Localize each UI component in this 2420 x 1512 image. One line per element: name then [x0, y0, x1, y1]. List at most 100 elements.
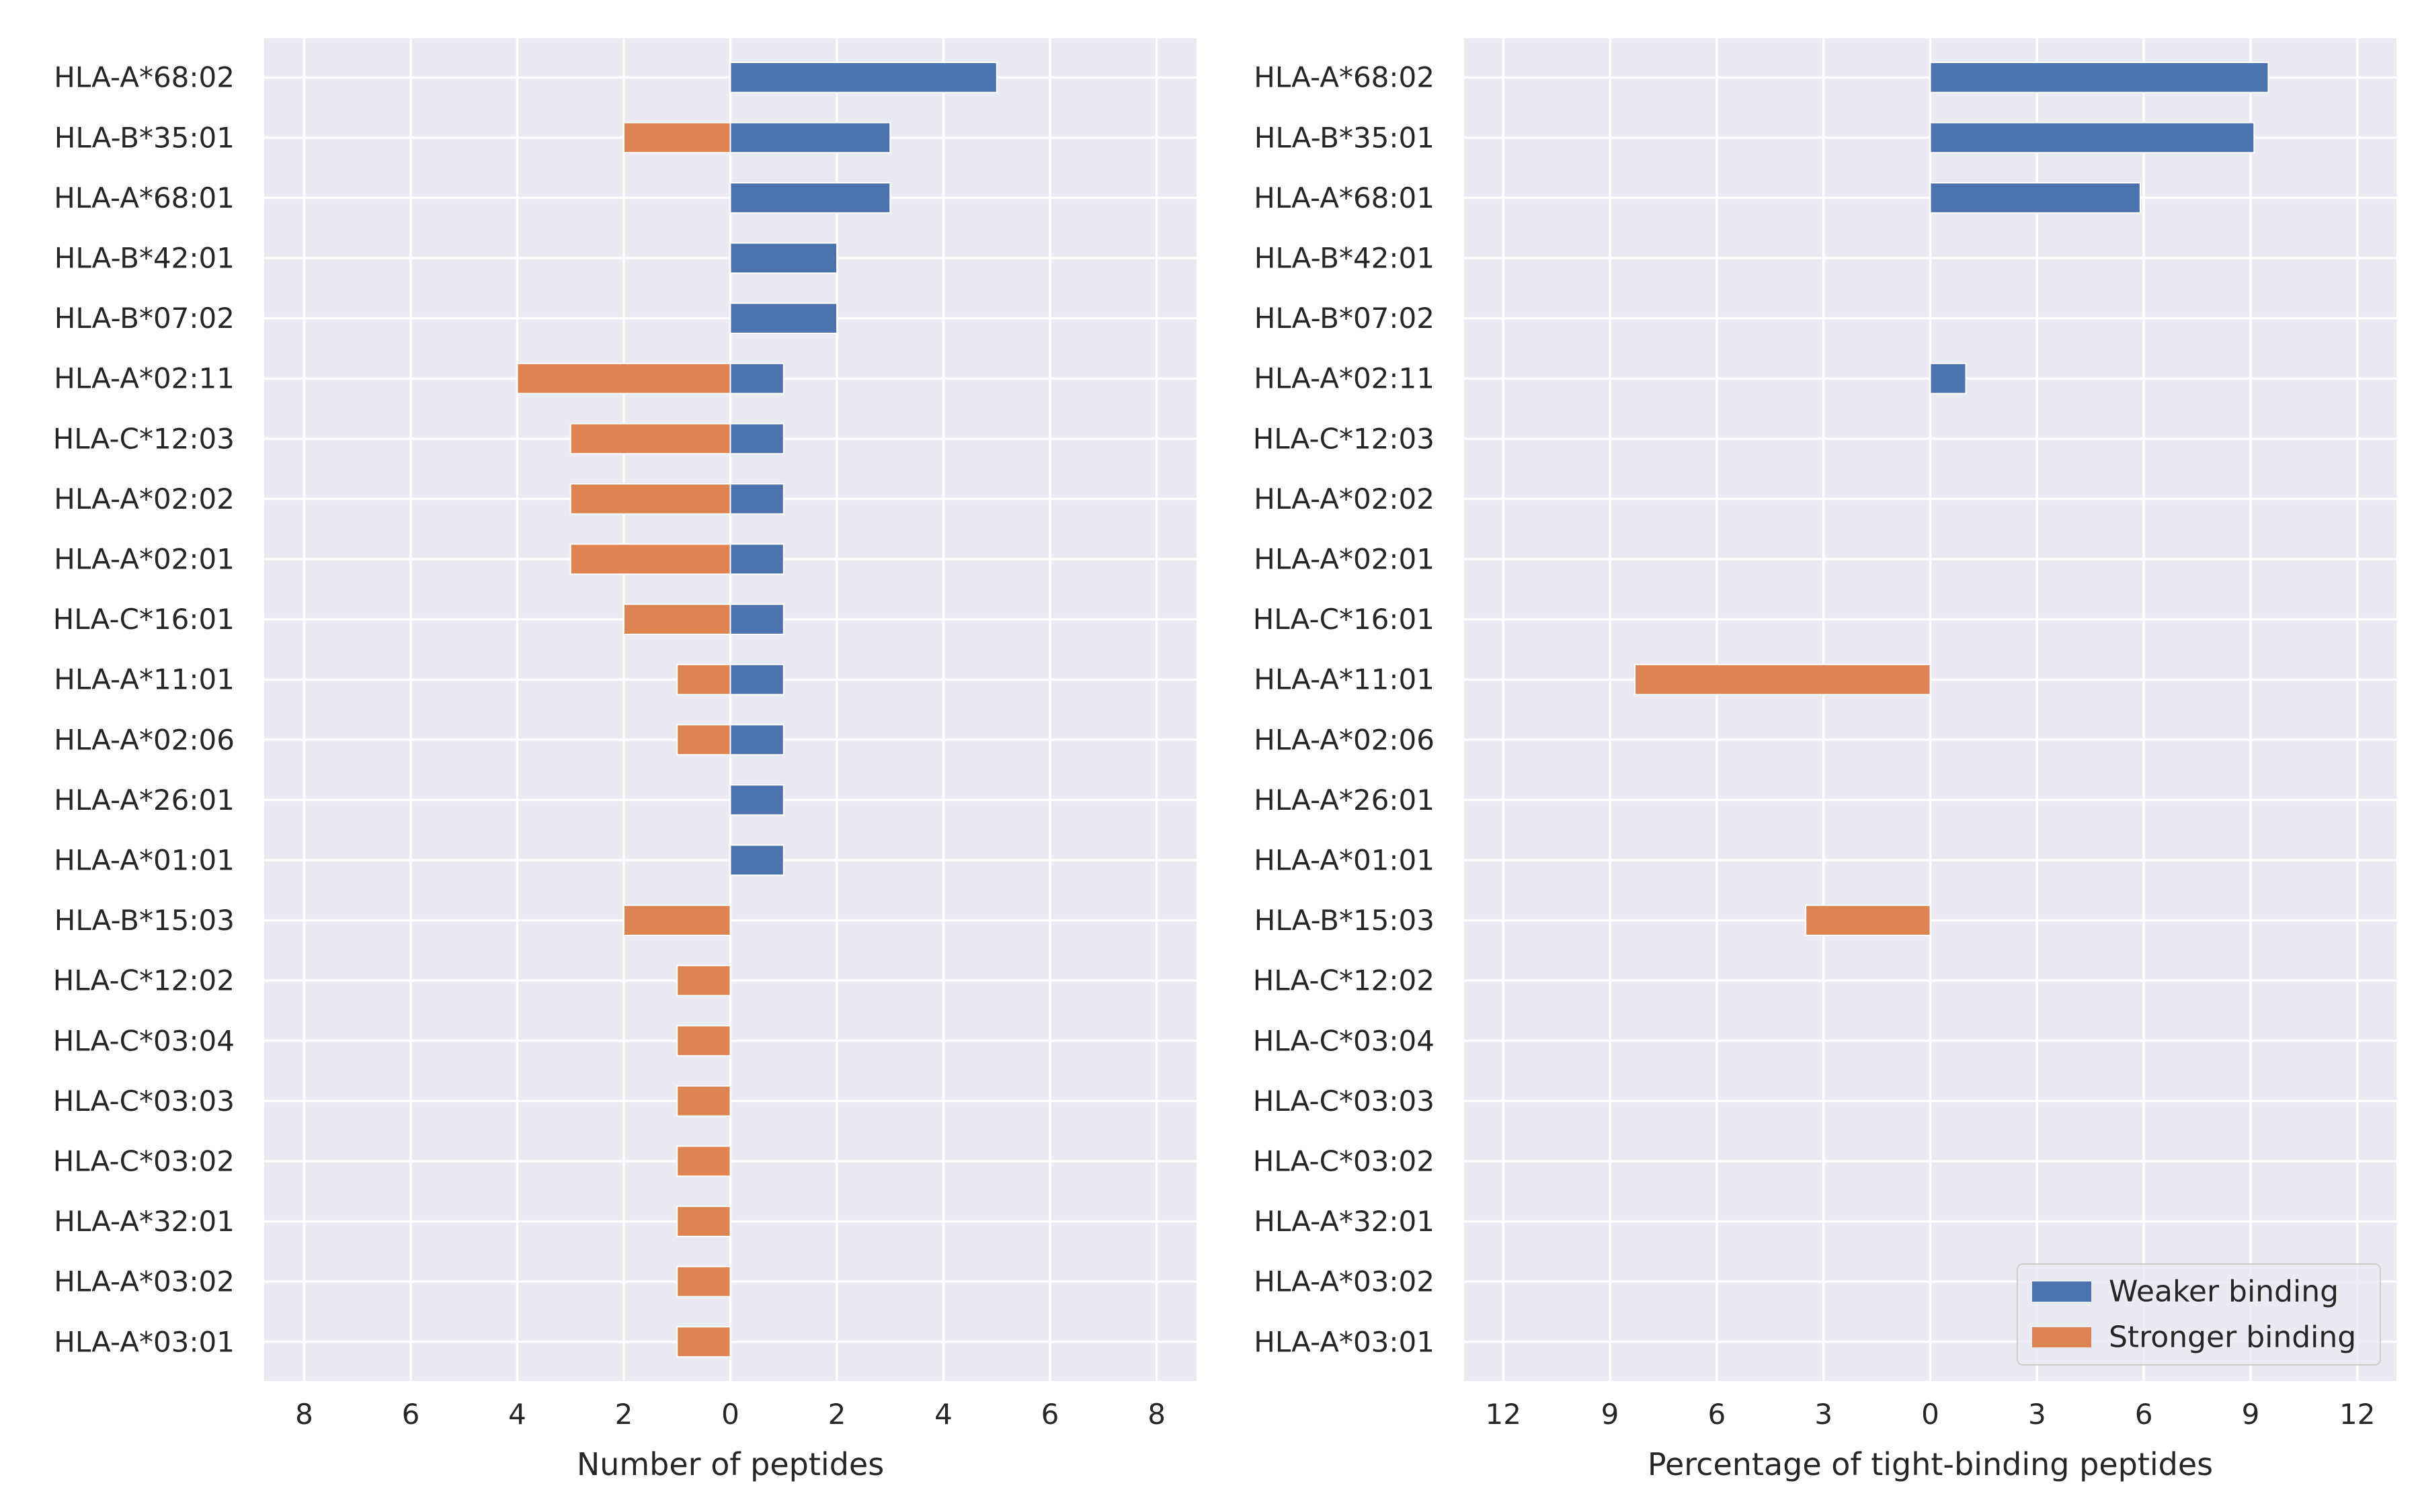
x-tick-label: 9: [2242, 1398, 2260, 1431]
legend-swatch: [2032, 1327, 2091, 1347]
y-tick-label: HLA-A*26:01: [1254, 784, 1435, 816]
y-tick-label: HLA-A*02:06: [1254, 723, 1435, 756]
y-tick-label: HLA-A*03:01: [1254, 1325, 1435, 1358]
y-tick-label: HLA-C*03:04: [1253, 1024, 1435, 1057]
bar-weaker: [1929, 362, 1967, 394]
y-tick-label: HLA-A*68:01: [54, 181, 235, 214]
bar-stronger: [676, 663, 731, 696]
y-tick-label: HLA-C*12:03: [1253, 422, 1435, 455]
bar-stronger: [569, 543, 731, 575]
bar-stronger: [622, 603, 731, 636]
y-tick-label: HLA-A*68:02: [1254, 61, 1435, 94]
bar-weaker: [729, 302, 838, 335]
y-tick-label: HLA-A*02:01: [54, 543, 235, 576]
bar-weaker: [729, 242, 838, 274]
bar-weaker: [729, 724, 784, 756]
bar-weaker: [729, 61, 998, 93]
x-tick-label: 12: [2339, 1398, 2375, 1431]
y-tick-label: HLA-A*03:01: [54, 1325, 235, 1358]
y-tick-label: HLA-C*03:02: [1253, 1144, 1435, 1177]
y-tick-label: HLA-B*15:03: [1254, 904, 1435, 937]
bar-stronger: [622, 122, 731, 154]
right-chart-panel: HLA-A*68:02 HLA-B*35:01 HLA-A*68:01 HLA-B*4…: [1253, 38, 2396, 1482]
bar-weaker: [729, 483, 784, 515]
bar-stronger: [516, 362, 731, 394]
bar-stronger: [676, 1145, 731, 1177]
legend-swatch: [2032, 1282, 2091, 1302]
bar-stronger: [676, 1265, 731, 1298]
x-tick-label: 6: [2135, 1398, 2153, 1431]
y-tick-label: HLA-A*03:02: [54, 1265, 235, 1298]
y-tick-label: HLA-B*07:02: [54, 302, 235, 335]
bar-weaker: [729, 182, 891, 214]
y-tick-label: HLA-A*32:01: [54, 1205, 235, 1238]
legend-entry: Stronger binding: [2109, 1320, 2356, 1355]
x-tick-label: 4: [934, 1398, 953, 1431]
x-tick-label: 3: [1814, 1398, 1832, 1431]
y-tick-label: HLA-C*03:03: [1253, 1085, 1435, 1118]
bar-stronger: [1634, 663, 1931, 696]
y-tick-label: HLA-A*11:01: [54, 663, 235, 696]
y-tick-label: HLA-A*68:02: [54, 61, 235, 94]
x-tick-label: 0: [721, 1398, 739, 1431]
bar-weaker: [1929, 122, 2255, 154]
y-tick-label: HLA-B*15:03: [54, 904, 235, 937]
x-tick-label: 8: [1147, 1398, 1166, 1431]
y-tick-label: HLA-A*02:11: [1254, 362, 1435, 395]
y-tick-label: HLA-A*01:01: [1254, 843, 1435, 876]
y-tick-label: HLA-B*07:02: [1254, 302, 1435, 335]
y-tick-label: HLA-C*03:03: [53, 1085, 235, 1118]
y-tick-label: HLA-A*68:01: [1254, 181, 1435, 214]
x-tick-label: 6: [1707, 1398, 1726, 1431]
x-tick-label: 2: [828, 1398, 846, 1431]
bar-weaker: [729, 122, 891, 154]
bar-weaker: [729, 844, 784, 876]
bar-stronger: [676, 1025, 731, 1057]
y-tick-label: HLA-A*02:11: [54, 362, 235, 395]
x-tick-label: 2: [615, 1398, 633, 1431]
y-tick-label: HLA-A*02:06: [54, 723, 235, 756]
bar-weaker: [729, 543, 784, 575]
bar-stronger: [1805, 905, 1931, 936]
legend: Weaker binding Stronger binding: [2017, 1263, 2381, 1366]
bar-stronger: [676, 1326, 731, 1358]
bar-stronger: [622, 905, 731, 936]
x-tick-label: 4: [508, 1398, 526, 1431]
x-tick-label: 0: [1921, 1398, 1939, 1431]
bar-stronger: [569, 483, 731, 515]
x-axis-label: Number of peptides: [577, 1446, 884, 1482]
x-tick-label: 6: [1041, 1398, 1059, 1431]
y-tick-label: HLA-A*11:01: [1254, 663, 1435, 696]
x-tick-label: 3: [2028, 1398, 2046, 1431]
bar-stronger: [676, 1206, 731, 1237]
legend-entry: Weaker binding: [2109, 1275, 2339, 1309]
y-tick-label: HLA-C*12:02: [53, 964, 235, 997]
left-chart-panel: HLA-A*68:02 HLA-B*35:01 HLA-A*68:01 HLA-B*4…: [53, 38, 1197, 1482]
y-tick-label: HLA-C*12:03: [53, 422, 235, 455]
x-tick-label: 12: [1486, 1398, 1521, 1431]
x-tick-label: 8: [295, 1398, 313, 1431]
bar-stronger: [676, 964, 731, 997]
y-tick-label: HLA-A*32:01: [1254, 1205, 1435, 1238]
bar-weaker: [1929, 61, 2269, 93]
y-tick-label: HLA-B*42:01: [1254, 242, 1435, 275]
y-tick-label: HLA-A*03:02: [1254, 1265, 1435, 1298]
y-tick-label: HLA-A*26:01: [54, 784, 235, 816]
bar-weaker: [729, 603, 784, 636]
y-tick-label: HLA-C*16:01: [1253, 603, 1435, 636]
y-tick-label: HLA-B*35:01: [1254, 121, 1435, 154]
y-tick-label: HLA-A*02:01: [1254, 543, 1435, 576]
y-tick-label: HLA-C*16:01: [53, 603, 235, 636]
y-tick-label: HLA-C*12:02: [1253, 964, 1435, 997]
x-tick-label: 9: [1601, 1398, 1619, 1431]
y-tick-label: HLA-B*42:01: [54, 242, 235, 275]
bar-weaker: [1929, 182, 2141, 214]
legend-box: [2017, 1263, 2381, 1366]
y-tick-label: HLA-A*02:02: [1254, 482, 1435, 515]
x-tick-label: 6: [402, 1398, 420, 1431]
bar-weaker: [729, 784, 784, 816]
bar-stronger: [676, 724, 731, 756]
y-tick-label: HLA-B*35:01: [54, 121, 235, 154]
y-tick-label: HLA-A*02:02: [54, 482, 235, 515]
